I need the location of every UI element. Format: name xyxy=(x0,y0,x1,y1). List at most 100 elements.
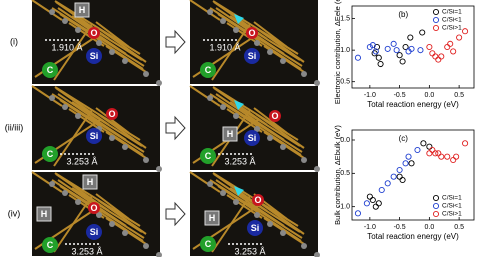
x-axis-label: Total reaction energy (eV) xyxy=(367,100,459,109)
distance-label: 3.253 Å xyxy=(234,246,265,256)
bond xyxy=(57,93,127,141)
data-point xyxy=(369,42,376,49)
bond xyxy=(215,179,285,227)
transition-arrow xyxy=(165,29,186,55)
atom-label: Si xyxy=(248,133,257,143)
structure-image: O Si C 3.253 Å xyxy=(31,85,162,172)
data-point xyxy=(384,180,391,187)
data-point xyxy=(405,153,412,160)
data-point xyxy=(408,160,415,167)
panel-label: (b) xyxy=(398,10,408,19)
legend-label: C/Si<1 xyxy=(442,203,462,210)
atom xyxy=(109,49,115,55)
plot-frame xyxy=(351,5,475,89)
data-point xyxy=(402,160,409,167)
legend-marker xyxy=(432,16,440,24)
pointer xyxy=(234,186,244,196)
atom xyxy=(207,95,213,101)
data-point xyxy=(369,196,376,204)
data-point xyxy=(366,193,373,200)
legend-label: C/Si>1 xyxy=(442,211,462,218)
data-point xyxy=(396,173,403,180)
bond xyxy=(95,107,130,134)
data-point xyxy=(429,146,436,154)
atom xyxy=(49,9,55,15)
data-point xyxy=(372,48,379,55)
transition-arrow xyxy=(165,115,186,141)
data-point xyxy=(407,34,414,41)
y-axis-label: Bulk contribution, ΔEbulk (eV) xyxy=(333,125,342,225)
atom-si xyxy=(86,48,102,64)
distance-label: 1.910 Å xyxy=(51,42,82,52)
data-point xyxy=(438,53,445,60)
data-point xyxy=(354,54,362,61)
atom xyxy=(96,212,102,218)
data-point xyxy=(417,47,424,54)
data-point xyxy=(372,203,379,210)
bond xyxy=(95,193,130,220)
atom xyxy=(280,58,286,64)
data-point xyxy=(435,56,442,63)
atom xyxy=(301,243,307,249)
data-point xyxy=(426,150,433,157)
atom-h xyxy=(36,206,52,222)
data-point xyxy=(432,150,439,157)
atom xyxy=(301,71,307,77)
atom xyxy=(49,181,55,187)
atom-label: O xyxy=(254,195,261,205)
atom-label: O xyxy=(90,203,97,213)
atom xyxy=(109,135,115,141)
data-point xyxy=(444,43,451,51)
legend-label: C/Si=1 xyxy=(442,195,462,202)
data-point xyxy=(450,48,457,55)
x-tick-label: -1.0 xyxy=(364,224,376,231)
y-axis-label: Electronic contribution, ΔEele (eV) xyxy=(333,0,342,104)
atom-label: Si xyxy=(90,51,99,61)
atom xyxy=(267,135,273,141)
atom-label: H xyxy=(227,129,234,139)
atom-label: H xyxy=(87,177,94,187)
data-point xyxy=(402,43,409,51)
distance-label: 3.253 Å xyxy=(224,156,255,166)
atom xyxy=(267,221,273,227)
atom-h xyxy=(204,210,220,226)
x-tick-label: -1.0 xyxy=(364,92,376,99)
atom xyxy=(254,212,260,218)
structure-image: O Si C 1.910 Å xyxy=(189,0,320,86)
bond xyxy=(31,85,63,107)
atom xyxy=(267,49,273,55)
y-tick-label: -0.5 xyxy=(338,170,350,177)
atom-h xyxy=(222,126,238,142)
atom xyxy=(49,95,55,101)
atom xyxy=(143,71,149,77)
atom-o xyxy=(88,27,100,39)
bond xyxy=(31,0,63,21)
atom-label: C xyxy=(47,149,54,159)
atom-label: Si xyxy=(248,51,257,61)
legend-label: C/Si<1 xyxy=(442,17,462,24)
atom xyxy=(62,104,68,110)
atom xyxy=(280,230,286,236)
atom-label: Si xyxy=(251,223,260,233)
atom-si xyxy=(247,220,263,236)
legend-marker xyxy=(432,210,440,218)
bond xyxy=(211,23,251,81)
data-point xyxy=(375,200,382,207)
row-label: (iv) xyxy=(8,208,21,218)
atom-si xyxy=(86,128,102,144)
atom xyxy=(156,252,162,257)
x-tick-label: 0.5 xyxy=(454,224,464,231)
atom-c xyxy=(200,62,216,78)
x-tick-label: -0.5 xyxy=(394,92,406,99)
atom-si xyxy=(244,48,260,64)
x-tick-label: 0.5 xyxy=(454,92,464,99)
atom xyxy=(220,104,226,110)
data-point xyxy=(396,166,403,174)
data-point xyxy=(435,150,442,157)
bond xyxy=(53,109,93,167)
legend-label: C/Si>1 xyxy=(442,25,462,32)
bond xyxy=(53,23,93,81)
atom-label: O xyxy=(90,28,97,38)
atom-c xyxy=(200,148,216,164)
